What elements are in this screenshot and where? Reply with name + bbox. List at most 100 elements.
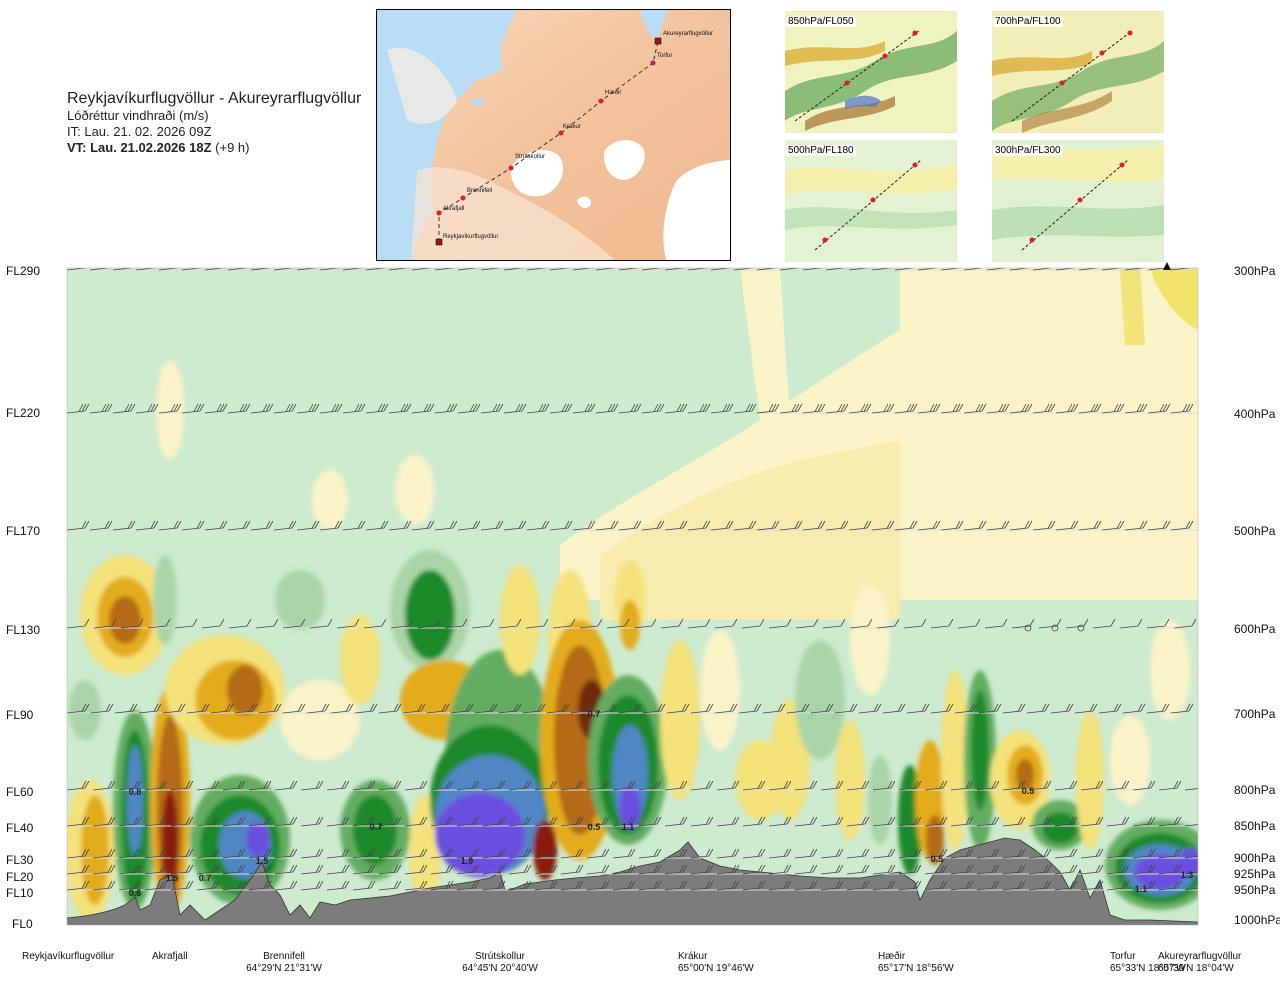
- wind-barb-feather: [133, 848, 139, 857]
- wind-barb-feather: [948, 618, 954, 627]
- wind-barb: [354, 710, 374, 714]
- wind-barb-feather: [1046, 816, 1052, 825]
- calm-wind-marker: [1024, 624, 1032, 632]
- wind-barb-feather: [921, 703, 927, 712]
- wind-barb-feather: [266, 780, 272, 789]
- wind-barb: [1170, 410, 1190, 414]
- wind-barb-feather: [791, 403, 797, 412]
- wind-barb-feather: [1124, 780, 1130, 789]
- wind-barb-feather: [924, 703, 930, 712]
- wind-barb: [67, 268, 86, 271]
- wind-barb-feather: [906, 403, 912, 412]
- wind-barb-feather: [1072, 780, 1078, 789]
- wind-barb: [786, 710, 806, 714]
- wind-barb-feather: [756, 703, 762, 712]
- wind-barb-feather: [731, 864, 737, 873]
- wind-barb-feather: [610, 268, 612, 269]
- wind-barb-feather: [732, 618, 738, 627]
- wind-barb-feather: [419, 864, 425, 873]
- wind-barb-feather: [1027, 403, 1033, 412]
- wind-barb-feather: [1046, 864, 1052, 873]
- route-map-graphic: Akureyrarflugvöllur Torfur Hæðir Krákur …: [377, 10, 730, 260]
- wind-barb: [522, 710, 542, 714]
- wind-barb-feather: [564, 703, 570, 712]
- wind-barb: [525, 625, 545, 629]
- wind-barb-feather: [444, 703, 450, 712]
- wind-barb-feather: [292, 880, 298, 889]
- wind-barb-feather: [331, 403, 337, 412]
- wind-barb-feather: [422, 816, 428, 825]
- wind-barb: [898, 787, 918, 791]
- wind-barb-feather: [110, 864, 116, 873]
- wind-barb: [742, 887, 762, 891]
- wind-barb: [352, 871, 372, 875]
- wind-barb-feather: [1050, 520, 1056, 529]
- wind-barb: [274, 887, 294, 891]
- wind-barb: [1184, 788, 1198, 791]
- wind-barb: [1106, 887, 1126, 891]
- wind-barb-feather: [263, 848, 269, 857]
- wind-barb-feather: [396, 780, 402, 789]
- wind-barb-feather: [1188, 403, 1194, 412]
- wind-barb-feather: [219, 618, 225, 627]
- waypoint-marker-akureyri: [654, 37, 662, 45]
- wind-barb: [1009, 527, 1029, 531]
- wind-barb-feather: [570, 618, 576, 627]
- wind-barb: [768, 855, 788, 859]
- wind-barb: [430, 823, 450, 827]
- wind-barb: [1055, 527, 1075, 531]
- wind-barb-feather: [240, 816, 246, 825]
- wind-barb-feather: [1093, 520, 1099, 529]
- field-region: [795, 640, 845, 760]
- field-region: [1120, 268, 1145, 345]
- wind-barb: [248, 787, 268, 791]
- wind-barb: [430, 871, 450, 875]
- wind-barb-feather: [814, 268, 816, 269]
- hpa-axis-label: 700hPa: [1234, 707, 1276, 721]
- wind-barb-feather: [263, 780, 269, 789]
- wind-barb-feather: [214, 880, 220, 889]
- wind-barb-feather: [909, 403, 915, 412]
- wind-barb-feather: [588, 703, 594, 712]
- wind-barb: [872, 871, 892, 875]
- wind-barb-feather: [1047, 520, 1053, 529]
- wind-barb-feather: [492, 703, 498, 712]
- wind-barb-feather: [406, 520, 412, 529]
- wind-barb-feather: [240, 864, 246, 873]
- wind-barb-feather: [978, 520, 984, 529]
- wind-barb: [181, 410, 201, 414]
- wind-barb-feather: [791, 268, 793, 269]
- wind-barb-feather: [860, 268, 862, 269]
- wind-barb-feather: [393, 780, 399, 789]
- wind-barb-feather: [523, 848, 529, 857]
- wind-barb: [326, 887, 346, 891]
- wind-barb: [228, 625, 248, 629]
- wind-barb: [820, 887, 840, 891]
- wind-barb-feather: [731, 780, 737, 789]
- wind-barb: [872, 887, 892, 891]
- wind-barb: [963, 410, 983, 414]
- wind-barb-feather: [753, 703, 759, 712]
- field-region: [619, 786, 641, 830]
- wind-barb-feather: [587, 403, 593, 412]
- wind-barb-feather: [968, 864, 974, 873]
- wind-barb-feather: [578, 880, 584, 889]
- field-region: [1150, 268, 1198, 330]
- wind-barb-feather: [567, 520, 573, 529]
- wind-barb-feather: [838, 880, 844, 889]
- wind-barb-feather: [403, 403, 409, 412]
- wind-barb: [388, 527, 408, 531]
- wind-barb-feather: [708, 703, 714, 712]
- wind-barb: [222, 871, 242, 875]
- wind-barb: [976, 871, 996, 875]
- field-region: [941, 670, 969, 850]
- field-region: [620, 600, 640, 650]
- wind-barb: [660, 625, 680, 629]
- wind-barb-feather: [952, 403, 958, 412]
- wind-barb-feather: [341, 816, 347, 825]
- wind-barb-feather: [516, 618, 522, 627]
- wind-barb-feather: [393, 864, 399, 873]
- wind-barb: [664, 787, 684, 791]
- wind-barb: [848, 268, 868, 271]
- wind-barb-feather: [136, 848, 142, 857]
